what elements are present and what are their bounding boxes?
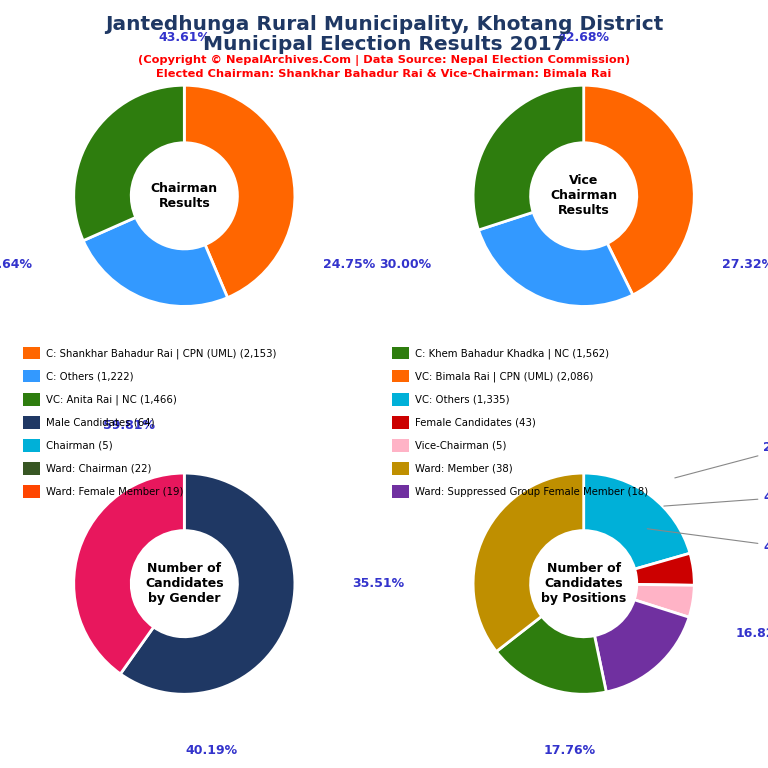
Text: 16.82%: 16.82% xyxy=(736,627,768,640)
Text: Male Candidates (64): Male Candidates (64) xyxy=(46,417,154,428)
Text: VC: Bimala Rai | CPN (UML) (2,086): VC: Bimala Rai | CPN (UML) (2,086) xyxy=(415,371,593,382)
Wedge shape xyxy=(121,473,295,694)
Text: Female Candidates (43): Female Candidates (43) xyxy=(415,417,535,428)
Text: Number of
Candidates
by Gender: Number of Candidates by Gender xyxy=(145,562,223,605)
Wedge shape xyxy=(473,473,584,651)
Text: Chairman (5): Chairman (5) xyxy=(46,440,113,451)
Text: 27.32%: 27.32% xyxy=(722,259,768,271)
Wedge shape xyxy=(74,85,184,240)
Text: 20.56%: 20.56% xyxy=(675,441,768,478)
Text: 31.64%: 31.64% xyxy=(0,259,32,271)
Text: Ward: Suppressed Group Female Member (18): Ward: Suppressed Group Female Member (18… xyxy=(415,486,648,497)
Text: Municipal Election Results 2017: Municipal Election Results 2017 xyxy=(203,35,565,54)
Wedge shape xyxy=(478,212,633,306)
Text: 4.67%: 4.67% xyxy=(664,491,768,506)
Wedge shape xyxy=(473,85,584,230)
Wedge shape xyxy=(184,85,295,298)
Text: 24.75%: 24.75% xyxy=(323,259,375,271)
Wedge shape xyxy=(74,473,184,674)
Text: VC: Others (1,335): VC: Others (1,335) xyxy=(415,394,509,405)
Wedge shape xyxy=(83,217,227,306)
Wedge shape xyxy=(634,584,694,617)
Text: C: Khem Bahadur Khadka | NC (1,562): C: Khem Bahadur Khadka | NC (1,562) xyxy=(415,348,609,359)
Text: Ward: Female Member (19): Ward: Female Member (19) xyxy=(46,486,184,497)
Text: Number of
Candidates
by Positions: Number of Candidates by Positions xyxy=(541,562,627,605)
Text: Vice-Chairman (5): Vice-Chairman (5) xyxy=(415,440,506,451)
Text: Jantedhunga Rural Municipality, Khotang District: Jantedhunga Rural Municipality, Khotang … xyxy=(104,15,664,35)
Text: Chairman
Results: Chairman Results xyxy=(151,182,218,210)
Wedge shape xyxy=(584,85,694,295)
Text: Elected Chairman: Shankhar Bahadur Rai & Vice-Chairman: Bimala Rai: Elected Chairman: Shankhar Bahadur Rai &… xyxy=(157,69,611,79)
Wedge shape xyxy=(634,553,694,585)
Text: Ward: Chairman (22): Ward: Chairman (22) xyxy=(46,463,151,474)
Text: C: Others (1,222): C: Others (1,222) xyxy=(46,371,134,382)
Text: 43.61%: 43.61% xyxy=(158,31,210,44)
Text: Ward: Member (38): Ward: Member (38) xyxy=(415,463,512,474)
Text: C: Shankhar Bahadur Rai | CPN (UML) (2,153): C: Shankhar Bahadur Rai | CPN (UML) (2,1… xyxy=(46,348,276,359)
Text: 17.76%: 17.76% xyxy=(544,744,596,757)
Text: 42.68%: 42.68% xyxy=(558,31,610,44)
Text: Vice
Chairman
Results: Vice Chairman Results xyxy=(550,174,617,217)
Text: 35.51%: 35.51% xyxy=(352,578,404,590)
Wedge shape xyxy=(594,600,689,692)
Text: 40.19%: 40.19% xyxy=(186,744,238,757)
Text: (Copyright © NepalArchives.Com | Data Source: Nepal Election Commission): (Copyright © NepalArchives.Com | Data So… xyxy=(138,55,630,66)
Text: 4.67%: 4.67% xyxy=(647,528,768,554)
Text: VC: Anita Rai | NC (1,466): VC: Anita Rai | NC (1,466) xyxy=(46,394,177,405)
Text: 30.00%: 30.00% xyxy=(379,259,432,271)
Text: 59.81%: 59.81% xyxy=(103,419,155,432)
Wedge shape xyxy=(584,473,690,569)
Wedge shape xyxy=(496,616,606,694)
